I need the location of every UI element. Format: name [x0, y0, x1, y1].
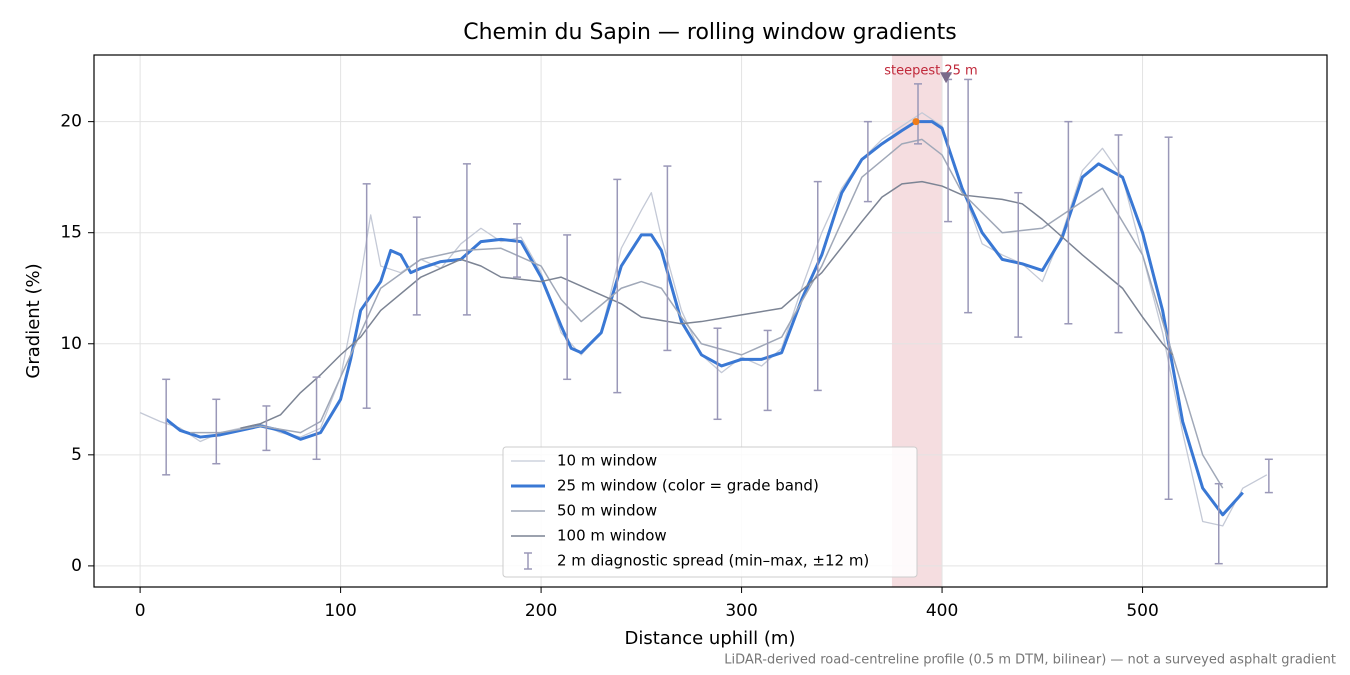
error-bar: [1064, 120, 1073, 325]
error-bar: [1264, 458, 1273, 494]
x-tick-label: 0: [135, 601, 146, 621]
footnote: LiDAR-derived road-centreline profile (0…: [724, 653, 1336, 668]
error-bar: [1214, 482, 1223, 565]
steepest-point: [912, 118, 920, 126]
error-bar: [713, 327, 722, 421]
y-axis-label: Gradient (%): [23, 263, 44, 378]
error-bar: [914, 83, 923, 145]
legend-label: 10 m window: [557, 452, 657, 470]
error-bar: [964, 78, 973, 314]
error-bar: [513, 223, 522, 278]
error-bar: [863, 120, 872, 203]
x-tick-label: 300: [725, 601, 757, 621]
series-line: [165, 120, 1244, 517]
series-line: [240, 180, 1174, 429]
legend-label: 50 m window: [557, 502, 657, 520]
error-bar: [212, 398, 221, 465]
error-bar: [162, 378, 171, 476]
legend-box: [502, 446, 918, 578]
error-bar: [663, 165, 672, 352]
x-tick-label: 100: [324, 601, 356, 621]
error-bar: [462, 163, 471, 316]
x-tick-label: 200: [525, 601, 557, 621]
error-bar: [613, 178, 622, 394]
error-bar: [813, 180, 822, 392]
error-bar: [763, 329, 772, 412]
error-bar: [262, 405, 271, 452]
legend-label: 25 m window (color = grade band): [557, 477, 819, 495]
error-bar: [1014, 191, 1023, 338]
x-axis-label: Distance uphill (m): [625, 628, 796, 649]
y-tick-label: 0: [71, 556, 82, 576]
error-bar: [1164, 136, 1173, 501]
highlight-label: steepest 25 m: [884, 64, 977, 79]
chart-title: Chemin du Sapin — rolling window gradien…: [463, 20, 957, 45]
legend-label: 2 m diagnostic spread (min–max, ±12 m): [557, 552, 869, 570]
steepest-marker: [940, 72, 953, 84]
error-bar: [412, 216, 421, 316]
legend-label: 100 m window: [557, 527, 667, 545]
error-bar: [1114, 134, 1123, 334]
x-tick-label: 500: [1126, 601, 1158, 621]
y-tick-label: 10: [60, 334, 82, 354]
y-tick-label: 5: [71, 445, 82, 465]
error-bar: [312, 376, 321, 461]
plot-frame: [93, 54, 1328, 588]
error-bar: [563, 234, 572, 381]
error-bar: [362, 183, 371, 409]
x-tick-label: 400: [926, 601, 958, 621]
y-tick-label: 20: [60, 112, 82, 132]
y-tick-label: 15: [60, 223, 82, 243]
